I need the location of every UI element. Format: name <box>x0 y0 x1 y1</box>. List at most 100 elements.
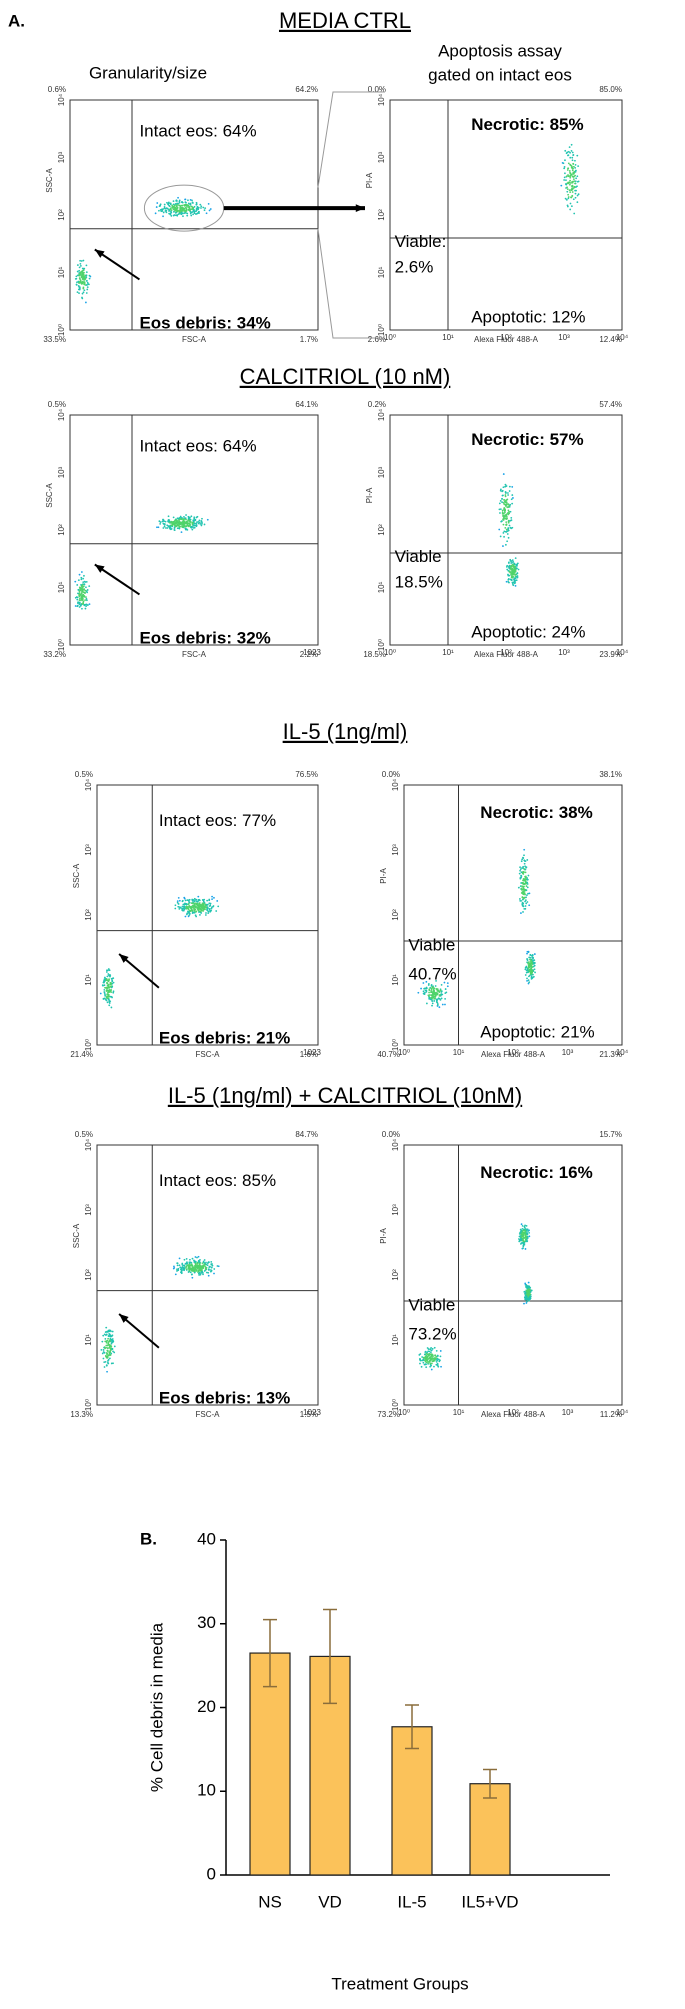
y-axis-label: SSC-A <box>72 1223 81 1248</box>
event-dot <box>171 204 174 207</box>
event-dot <box>203 1259 206 1261</box>
event-dot <box>204 908 206 911</box>
event-dot <box>189 198 192 201</box>
event-dot <box>85 264 88 267</box>
plot-frame <box>69 414 319 646</box>
event-dot <box>185 525 187 527</box>
event-dot <box>572 171 575 174</box>
event-dot <box>194 1264 197 1267</box>
event-dot <box>560 184 563 187</box>
corner-label: 73.2% <box>377 1410 400 1419</box>
event-dot <box>175 210 178 212</box>
event-dot <box>522 857 525 859</box>
intact-label: Intact eos: 85% <box>159 1171 276 1190</box>
event-dot <box>170 215 173 217</box>
event-dot <box>434 997 436 1000</box>
event-dot <box>112 990 115 993</box>
event-dot <box>429 1365 432 1368</box>
event-dot <box>191 1276 194 1279</box>
event-dot <box>509 510 512 513</box>
arrow-head <box>355 204 365 212</box>
event-dot <box>509 503 512 506</box>
event-dot <box>179 521 182 524</box>
event-dot <box>84 591 86 594</box>
event-dot <box>111 1338 114 1340</box>
event-dot <box>78 277 81 279</box>
event-dot <box>438 1006 441 1009</box>
event-dot <box>108 1344 110 1346</box>
event-dot <box>506 498 509 501</box>
event-dot <box>109 975 111 978</box>
event-dot <box>512 565 515 567</box>
debris-label: Eos debris: 21% <box>159 1028 290 1047</box>
event-dot <box>86 284 88 286</box>
event-dot <box>436 993 439 995</box>
event-dot <box>574 163 577 166</box>
event-dot <box>197 206 200 209</box>
event-dot <box>176 204 179 206</box>
event-dot <box>106 989 109 992</box>
event-dot <box>430 990 433 992</box>
debris-label: Eos debris: 32% <box>139 628 270 647</box>
event-dot <box>438 1360 441 1363</box>
necrotic-label: Necrotic: 57% <box>471 430 583 449</box>
event-dot <box>526 881 529 884</box>
event-dot <box>569 202 572 205</box>
event-dot <box>423 993 425 995</box>
x-axis-label: Treatment Groups <box>331 1974 468 1993</box>
event-dot <box>185 518 187 521</box>
event-dot <box>525 969 528 972</box>
event-dot <box>195 910 197 913</box>
event-dot <box>181 525 184 528</box>
event-dot <box>188 914 191 916</box>
event-dot <box>526 1289 529 1292</box>
event-dot <box>512 571 515 574</box>
event-dot <box>576 175 579 178</box>
event-dot <box>502 532 505 534</box>
event-dot <box>522 1239 525 1241</box>
event-dot <box>197 895 200 898</box>
event-dot <box>83 289 86 292</box>
event-dot <box>190 525 193 528</box>
event-dot <box>502 545 504 547</box>
right-header: Apoptosis assay <box>438 41 562 60</box>
event-dot <box>423 1363 426 1366</box>
y-tick-label: 10⁴ <box>57 93 66 106</box>
event-dot <box>173 206 176 209</box>
event-dot <box>569 179 572 182</box>
event-dot <box>570 173 573 176</box>
event-dot <box>206 899 209 902</box>
event-dot <box>524 1224 526 1227</box>
x-axis-label: Alexa Fluor 488-A <box>481 1050 546 1059</box>
event-dot <box>527 1281 530 1284</box>
event-dot <box>423 1353 426 1356</box>
event-dot <box>83 267 86 270</box>
event-dot <box>503 535 505 538</box>
event-dot <box>567 197 570 200</box>
y-tick-label: 10¹ <box>391 1334 400 1346</box>
event-dot <box>513 566 516 569</box>
event-dot <box>509 571 512 574</box>
event-dot <box>437 1358 440 1361</box>
event-dot <box>190 214 193 217</box>
event-dot <box>529 1293 531 1296</box>
event-dot <box>420 1365 423 1368</box>
event-dot <box>569 151 571 154</box>
event-dot <box>110 995 113 998</box>
event-dot <box>440 983 443 986</box>
event-dot <box>182 215 184 218</box>
corner-label: 13.3% <box>70 1410 93 1419</box>
event-dot <box>79 259 82 262</box>
event-dot <box>182 518 185 520</box>
corner-label: 23.9% <box>599 650 622 659</box>
x-tick-label: 10¹ <box>453 1048 465 1057</box>
corner-label: 84.7% <box>295 1130 318 1139</box>
x-tick-label: 10⁰ <box>384 333 396 342</box>
event-dot <box>427 1361 429 1364</box>
event-dot <box>110 1362 113 1365</box>
y-tick-label: 10² <box>377 209 386 221</box>
event-dot <box>194 1261 197 1264</box>
event-dot <box>103 988 106 991</box>
event-dot <box>186 906 189 908</box>
event-dot <box>524 871 527 874</box>
